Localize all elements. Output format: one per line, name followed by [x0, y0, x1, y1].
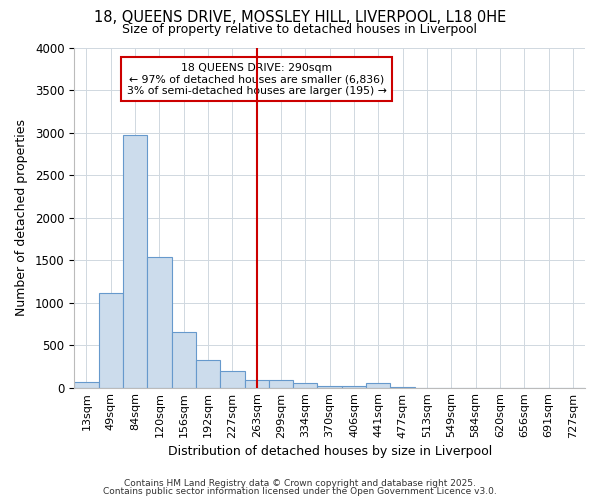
Text: 18, QUEENS DRIVE, MOSSLEY HILL, LIVERPOOL, L18 0HE: 18, QUEENS DRIVE, MOSSLEY HILL, LIVERPOO… — [94, 10, 506, 25]
Bar — [196, 360, 220, 388]
Text: 18 QUEENS DRIVE: 290sqm
← 97% of detached houses are smaller (6,836)
3% of semi-: 18 QUEENS DRIVE: 290sqm ← 97% of detache… — [127, 63, 386, 96]
Bar — [147, 258, 172, 388]
Text: Size of property relative to detached houses in Liverpool: Size of property relative to detached ho… — [122, 22, 478, 36]
Bar — [123, 135, 147, 388]
Text: Contains HM Land Registry data © Crown copyright and database right 2025.: Contains HM Land Registry data © Crown c… — [124, 478, 476, 488]
Bar — [98, 293, 123, 388]
Bar — [342, 386, 366, 388]
Bar — [74, 382, 98, 388]
Bar — [245, 380, 269, 388]
Bar — [269, 380, 293, 388]
Bar — [366, 384, 391, 388]
Text: Contains public sector information licensed under the Open Government Licence v3: Contains public sector information licen… — [103, 487, 497, 496]
Bar — [220, 371, 245, 388]
Bar — [317, 386, 342, 388]
Bar — [172, 332, 196, 388]
Bar — [391, 386, 415, 388]
Y-axis label: Number of detached properties: Number of detached properties — [15, 119, 28, 316]
Bar — [293, 384, 317, 388]
X-axis label: Distribution of detached houses by size in Liverpool: Distribution of detached houses by size … — [167, 444, 492, 458]
